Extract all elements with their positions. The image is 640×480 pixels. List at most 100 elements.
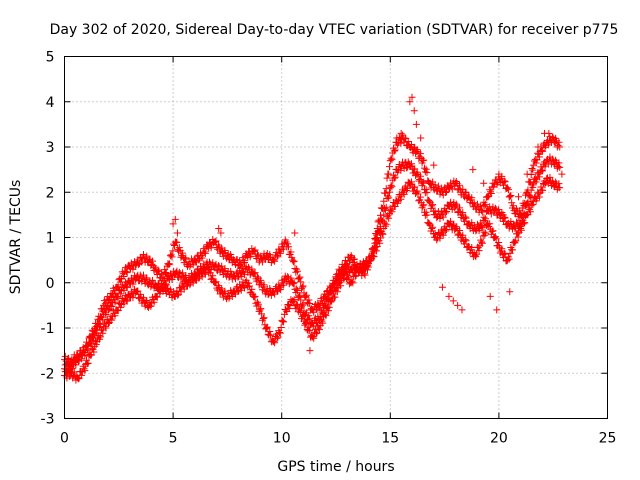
data-point-trace-b [324, 307, 332, 315]
data-point-trace-c [480, 213, 488, 221]
data-point-trace-b [489, 227, 497, 235]
data-point-trace-c [331, 284, 339, 292]
data-point-trace-a [273, 253, 281, 261]
data-point-trace-a [382, 185, 390, 193]
data-point-trace-c [195, 270, 203, 278]
data-point-trace-c [455, 207, 463, 215]
y-axis-label: SDTVAR / TECUs [8, 180, 24, 295]
data-point-trace-a [385, 163, 393, 171]
data-point-spikes [417, 134, 425, 142]
data-point-trace-a [276, 249, 284, 257]
data-point-trace-c [385, 194, 393, 202]
data-point-trace-a [241, 258, 249, 266]
data-point-trace-c [526, 193, 534, 201]
data-point-trace-a [168, 253, 176, 261]
data-point-trace-a [539, 147, 547, 155]
data-point-trace-b [535, 190, 543, 198]
data-point-spikes [291, 229, 299, 237]
data-point-trace-b [381, 222, 389, 230]
data-point-trace-a [298, 283, 306, 291]
data-point-trace-a [280, 239, 288, 247]
data-point-trace-a [211, 238, 219, 246]
data-point-trace-b [96, 333, 104, 341]
data-point-trace-a [175, 247, 183, 255]
data-point-spikes [493, 306, 501, 314]
data-point-trace-a [455, 185, 463, 193]
data-point-trace-c [556, 163, 564, 171]
data-point-trace-c [117, 290, 125, 298]
data-point-trace-b [406, 179, 414, 187]
data-point-trace-c [69, 364, 77, 372]
data-point-trace-a [486, 188, 494, 196]
data-point-trace-b [102, 324, 110, 332]
data-point-trace-b [495, 238, 503, 246]
data-point-trace-b [256, 306, 264, 314]
data-point-trace-a [166, 260, 174, 268]
data-point-trace-c [368, 251, 376, 259]
data-point-spikes [438, 283, 446, 291]
data-point-trace-c [374, 228, 382, 236]
data-point-trace-c [96, 320, 104, 328]
data-point-trace-a [506, 192, 514, 200]
data-point-trace-b [290, 296, 298, 304]
data-point-trace-b [455, 230, 463, 238]
data-point-trace-a [182, 254, 190, 262]
data-point-trace-a [287, 248, 295, 256]
data-point-trace-a [302, 291, 310, 299]
data-point-trace-c [298, 301, 306, 309]
data-point-spikes [454, 301, 462, 309]
data-point-trace-a [470, 199, 478, 207]
data-point-trace-c [289, 280, 297, 288]
data-point-trace-a [129, 265, 137, 273]
data-point-trace-b [278, 316, 286, 324]
data-point-trace-c [529, 183, 537, 191]
data-point-trace-a [529, 166, 537, 174]
data-point-trace-b [236, 283, 244, 291]
data-point-trace-b [400, 190, 408, 198]
data-point-trace-b [475, 247, 483, 255]
data-point-trace-b [84, 359, 92, 367]
data-point-trace-b [461, 236, 469, 244]
data-point-trace-c [333, 275, 341, 283]
data-point-trace-a [240, 257, 248, 265]
data-point-trace-a [114, 283, 122, 291]
data-point-trace-b [276, 329, 284, 337]
data-point-trace-c [205, 258, 213, 266]
data-point-trace-b [273, 334, 281, 342]
data-point-trace-b [498, 245, 506, 253]
data-point-trace-b [556, 184, 564, 192]
data-point-trace-c [214, 262, 222, 270]
data-point-trace-b [473, 250, 481, 258]
data-point-trace-a [396, 136, 404, 144]
data-point-trace-a [556, 143, 564, 151]
data-point-trace-a [383, 174, 391, 182]
data-point-trace-b [462, 237, 470, 245]
data-point-trace-a [507, 191, 515, 199]
data-point-trace-a [284, 243, 292, 251]
data-point-trace-b [486, 220, 494, 228]
data-point-trace-b [349, 279, 357, 287]
data-point-trace-c [333, 279, 341, 287]
data-point-trace-c [276, 286, 284, 294]
data-point-trace-c [320, 300, 328, 308]
data-point-trace-c [535, 173, 543, 181]
data-point-trace-c [123, 284, 131, 292]
data-point-trace-b [263, 323, 271, 331]
data-point-trace-c [131, 276, 139, 284]
data-point-trace-c [236, 270, 244, 278]
data-point-trace-c [396, 163, 404, 171]
data-point-trace-a [270, 256, 278, 264]
data-point-trace-c [254, 273, 262, 281]
data-point-trace-b [82, 356, 90, 364]
data-point-trace-b [271, 339, 279, 347]
data-point-trace-b [345, 274, 353, 282]
data-point-trace-a [538, 146, 546, 154]
data-point-trace-a [461, 188, 469, 196]
data-point-trace-c [161, 280, 169, 288]
data-point-trace-b [101, 322, 109, 330]
data-point-trace-a [201, 249, 209, 257]
data-point-trace-c [494, 210, 502, 218]
data-point-trace-c [523, 200, 531, 208]
plot-frame [64, 56, 608, 419]
